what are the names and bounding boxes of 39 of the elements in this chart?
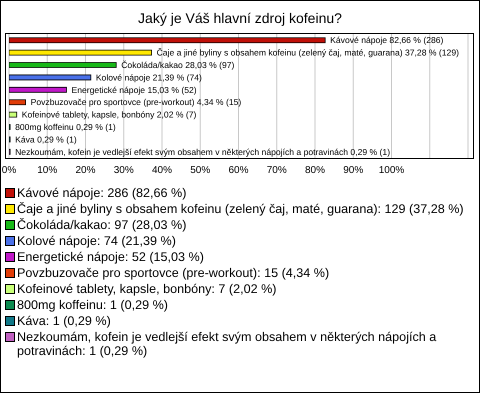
x-tick-label: 0%: [2, 165, 16, 176]
x-tick-label: 50%: [190, 165, 210, 176]
bar: [9, 99, 26, 106]
category-label: Čaje a jiné byliny s obsahem kofeinu (zelený čaj, maté, guarana) 37,28 % (129): [156, 48, 459, 58]
x-tick-label: 10%: [37, 165, 58, 176]
text: Nezkoumám, kofein je vedlejší efekt svým obsahem v některých nápojích a potravinách: 1 (0,29 %): [17, 330, 438, 358]
text: Čokoláda/kakao: 97 (28,03 %): [17, 218, 186, 232]
x-tick-label: 90%: [343, 165, 364, 176]
text: Kávové nápoje: 286 (82,66 %): [17, 186, 186, 200]
bar: [9, 112, 18, 118]
category-label: 800mg koffeinu 0,29 % (1): [15, 122, 116, 132]
x-tick-label: 20%: [75, 165, 96, 176]
bar: [9, 37, 326, 44]
x-tick-label: 30%: [114, 165, 134, 176]
text: 800mg koffeinu: 1 (0,29 %): [17, 298, 168, 312]
category-label: Kofeinové tablety, kapsle, bonbóny 2,02 % (7): [22, 110, 196, 120]
chart-title: Jaký je Váš hlavní zdroj kofeinu?: [137, 10, 343, 28]
x-tick-label: 60%: [228, 165, 249, 176]
x-tick-label: 80%: [304, 165, 326, 176]
category-label: Energetické nápoje 15,03 % (52): [71, 84, 197, 95]
x-tick-label: 100%: [378, 165, 404, 176]
bar: [9, 62, 117, 68]
text: Energetické nápoje: 52 (15,03 %): [17, 250, 204, 264]
text: Kofeinové tablety, kapsle, bonbóny: 7 (2,02 %): [17, 282, 276, 296]
category-label: Kávové nápoje 82,66 % (286): [330, 35, 444, 46]
category-label: Čokoláda/kakao 28,03 % (97): [121, 60, 234, 70]
text: Čaje a jiné byliny s obsahem kofeinu (zelený čaj, maté, guarana): 129 (37,28 %): [17, 202, 464, 216]
category-label: Povzbuzovače pro sportovce (pre-workout) 4,34 % (15): [30, 97, 242, 108]
bar: [9, 50, 152, 56]
text: Káva: 1 (0,29 %): [17, 314, 111, 328]
text: Povzbuzovače pro sportovce (pre-workout): 15 (4,34 %): [17, 266, 330, 280]
category-label: Kolové nápoje 21,39 % (74): [96, 72, 202, 82]
x-tick-label: 40%: [152, 165, 172, 176]
x-tick-label: 70%: [266, 165, 287, 176]
bar: [9, 86, 67, 93]
category-label: Káva 0,29 % (1): [15, 134, 77, 144]
text: Kolové nápoje: 74 (21,39 %): [17, 234, 176, 248]
bar: [9, 74, 92, 80]
category-label: Nezkoumám, kofein je vedlejší efekt svým obsahem v některých nápojích a potravinách 0,29 % (1): [15, 146, 390, 157]
